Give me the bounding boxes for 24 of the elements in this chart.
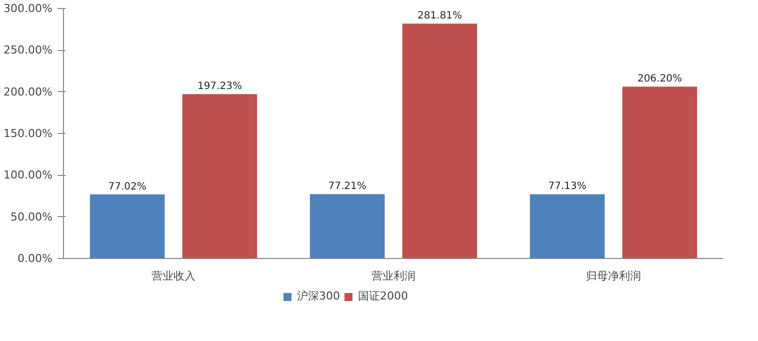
bar — [402, 24, 478, 258]
data-label: 197.23% — [197, 81, 242, 92]
legend-label: 沪深300 — [297, 288, 340, 304]
legend-label: 国证2000 — [358, 288, 408, 304]
data-label: 77.13% — [548, 181, 586, 192]
y-tick-label: 150.00% — [4, 127, 53, 140]
y-tick-label: 200.00% — [4, 85, 53, 98]
data-label: 77.02% — [108, 181, 146, 192]
bar — [182, 94, 258, 258]
data-label: 206.20% — [637, 74, 682, 85]
x-tick-label: 归母净利润 — [586, 270, 641, 282]
y-tick-label: 300.00% — [4, 2, 53, 15]
bar — [530, 194, 605, 258]
y-tick-label: 100.00% — [4, 168, 53, 182]
y-tick-label: 50.00% — [10, 210, 53, 224]
y-tick-label: 250.00% — [4, 44, 53, 57]
data-label: 77.21% — [328, 181, 366, 192]
bar — [310, 194, 385, 258]
x-tick-label: 营业利润 — [372, 270, 416, 282]
y-tick-label: 0.00% — [18, 252, 53, 265]
bar — [90, 194, 165, 258]
data-label: 281.81% — [417, 10, 462, 22]
bar — [622, 86, 698, 258]
x-tick-label: 营业收入 — [152, 270, 196, 282]
